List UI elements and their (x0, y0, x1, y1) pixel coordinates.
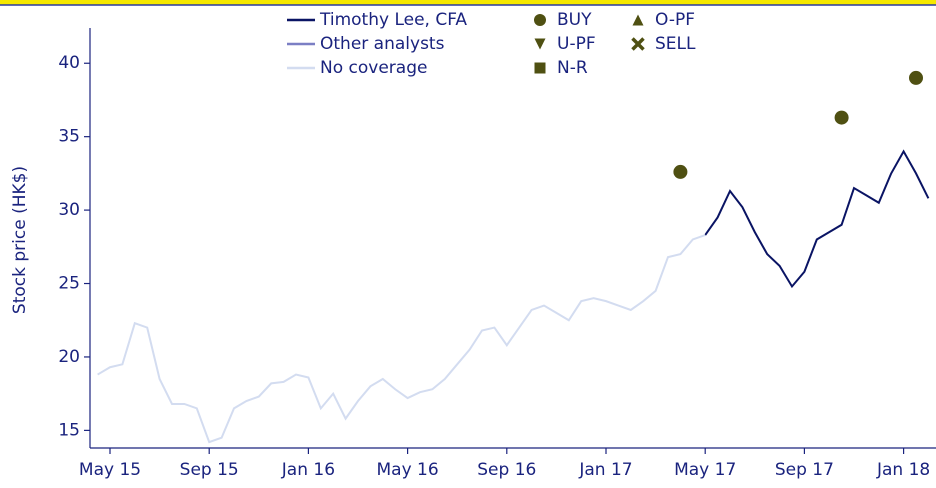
y-tick-label: 40 (58, 53, 80, 73)
legend-marker (631, 37, 645, 51)
x-tick-label: Jan 16 (281, 460, 335, 480)
legend-label: No coverage (320, 58, 427, 78)
legend-label: Timothy Lee, CFA (319, 10, 467, 30)
legend-marker (534, 38, 546, 50)
x-tick-label: May 15 (79, 460, 141, 480)
rating-marker (673, 164, 688, 179)
x-tick-label: Jan 17 (578, 460, 632, 480)
y-tick-label: 30 (58, 200, 80, 220)
y-axis-label: Stock price (HK$) (10, 166, 30, 314)
price-line (97, 234, 706, 444)
legend-label: U-PF (557, 34, 596, 54)
y-tick-label: 15 (58, 420, 80, 440)
legend-label: BUY (557, 10, 592, 30)
y-tick-label: 25 (58, 274, 80, 294)
legend-label: N-R (557, 58, 588, 78)
x-tick-label: May 16 (377, 460, 439, 480)
rating-marker (909, 70, 923, 85)
legend-label: O-PF (655, 10, 695, 30)
x-tick-label: Sep 17 (775, 460, 834, 480)
x-tick-label: Jan 18 (876, 460, 930, 480)
x-tick-label: Sep 16 (477, 460, 536, 480)
y-tick-label: 20 (58, 347, 80, 367)
y-tick-label: 35 (58, 127, 80, 147)
legend-label: Other analysts (320, 34, 445, 54)
x-tick-label: May 17 (674, 460, 736, 480)
header-band (0, 0, 936, 5)
legend-marker (534, 14, 546, 26)
legend-marker (632, 14, 644, 26)
price-line (704, 149, 930, 289)
legend-marker (534, 62, 546, 74)
rating-marker (834, 110, 849, 125)
x-tick-label: Sep 15 (180, 460, 239, 480)
legend-label: SELL (655, 34, 696, 54)
